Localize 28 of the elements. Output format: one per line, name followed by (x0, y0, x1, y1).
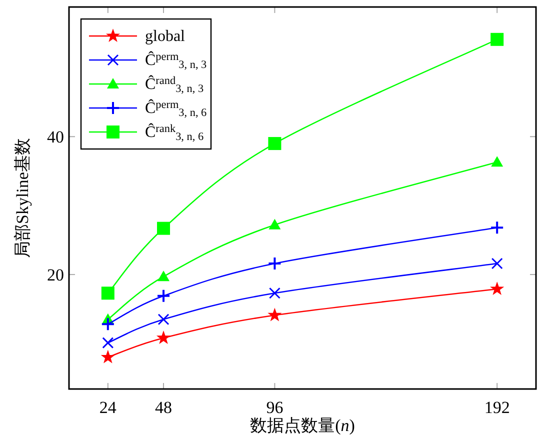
point (268, 218, 281, 230)
point (268, 256, 282, 271)
y-axis-title: 局部Skyline基数 (13, 138, 32, 258)
point (490, 282, 504, 295)
x-tick-label: 96 (266, 398, 284, 417)
point (158, 270, 170, 282)
point (156, 288, 171, 303)
point (491, 156, 504, 167)
point (100, 317, 115, 332)
point (102, 337, 114, 349)
point (491, 258, 503, 270)
x-tick-label: 192 (484, 398, 510, 417)
point (157, 331, 170, 344)
point (157, 222, 170, 235)
point (268, 308, 282, 321)
point (268, 137, 282, 150)
point (268, 287, 280, 299)
y-tick-label: 20 (47, 266, 64, 285)
point (158, 314, 170, 326)
x-axis-title: 数据点数量(n) (250, 416, 355, 435)
x-tick-label: 48 (155, 398, 172, 417)
y-tick-label: 40 (47, 128, 64, 147)
point (490, 32, 504, 46)
x-tick-label: 24 (99, 398, 117, 417)
legend-label: global (145, 28, 186, 45)
point (101, 286, 114, 300)
point (490, 220, 504, 235)
point (101, 350, 114, 363)
